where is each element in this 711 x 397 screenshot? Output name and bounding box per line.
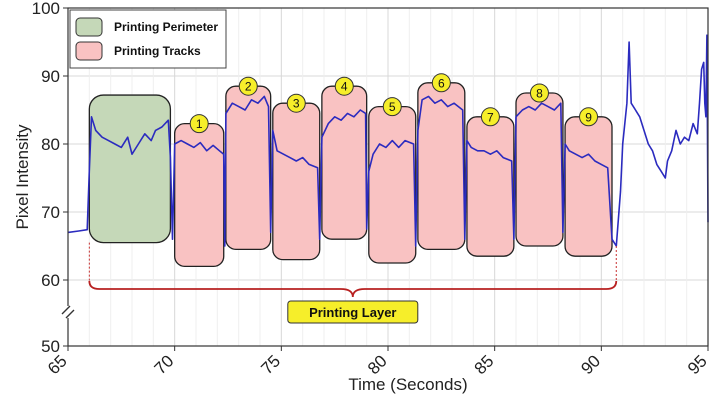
track-badge-7 xyxy=(480,107,500,127)
printing-layer-bracket: Printing Layer xyxy=(88,242,618,324)
track-badge-5 xyxy=(382,97,402,117)
legend-label: Printing Tracks xyxy=(114,44,201,58)
track-badge-label: 5 xyxy=(389,100,396,114)
track-badge-label: 4 xyxy=(341,80,348,94)
perimeter-region xyxy=(88,94,172,244)
y-tick-label: 60 xyxy=(41,271,60,290)
y-tick-label: 70 xyxy=(41,203,60,222)
track-badge-9 xyxy=(579,107,599,127)
x-tick-label: 75 xyxy=(257,351,284,378)
y-tick-label: 80 xyxy=(41,135,60,154)
track-region-7 xyxy=(466,116,515,257)
track-badge-2 xyxy=(238,76,258,96)
track-region-1 xyxy=(174,122,225,268)
x-tick-label: 90 xyxy=(577,351,604,378)
y-tick-label: 100 xyxy=(32,0,60,18)
track-badge-1 xyxy=(189,114,209,134)
track-region-8 xyxy=(515,92,564,247)
intensity-series xyxy=(67,34,709,247)
track-region-9 xyxy=(564,116,613,257)
track-badge-label: 8 xyxy=(536,87,543,101)
track-badge-label: 1 xyxy=(196,117,203,131)
bracket-label: Printing Layer xyxy=(309,305,396,320)
track-badge-label: 3 xyxy=(293,97,300,111)
track-badge-label: 7 xyxy=(487,110,494,124)
track-badge-label: 2 xyxy=(245,80,252,94)
series-line xyxy=(67,34,709,247)
track-badge-label: 9 xyxy=(585,110,592,124)
axis-break-mask xyxy=(62,306,74,318)
track-region-6 xyxy=(417,82,466,251)
track-badge-8 xyxy=(529,83,549,103)
x-tick-label: 70 xyxy=(151,351,178,378)
legend-swatch xyxy=(75,41,103,61)
track-region-3 xyxy=(272,102,321,261)
track-region-4 xyxy=(321,85,368,240)
track-region-2 xyxy=(225,85,272,251)
bracket-label-box xyxy=(287,300,419,324)
legend-label: Printing Perimeter xyxy=(114,20,218,34)
y-axis-title: Pixel Intensity xyxy=(13,124,32,229)
track-badge-3 xyxy=(286,93,306,113)
track-badge-4 xyxy=(334,76,354,96)
x-tick-label: 85 xyxy=(471,351,498,378)
track-region-5 xyxy=(368,105,417,264)
track-badges: 1 2 3 4 5 6 7 8 9 xyxy=(189,73,599,134)
legend: Printing Perimeter Printing Tracks xyxy=(69,9,227,69)
track-badge-6 xyxy=(431,73,451,93)
highlight-regions xyxy=(88,82,613,268)
track-badge-label: 6 xyxy=(438,76,445,90)
y-tick-label: 50 xyxy=(41,337,60,356)
x-axis-title: Time (Seconds) xyxy=(348,375,467,394)
bracket-path xyxy=(88,280,618,298)
axis-break-mark xyxy=(61,305,75,319)
y-tick-label: 90 xyxy=(41,67,60,86)
legend-swatch xyxy=(75,17,103,37)
x-tick-label: 95 xyxy=(684,351,711,378)
